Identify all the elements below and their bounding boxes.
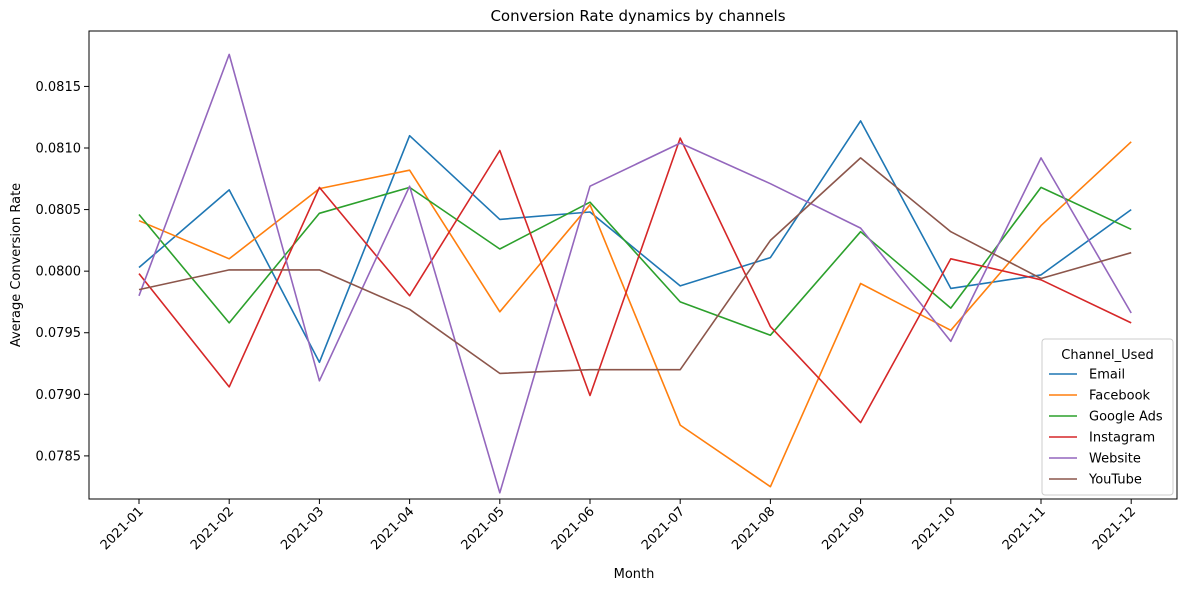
series-line-website <box>138 53 1132 494</box>
x-tick-label: 2021-08 <box>729 504 778 553</box>
x-tick-label: 2021-11 <box>1000 504 1049 553</box>
y-tick-label: 0.0800 <box>36 265 82 280</box>
chart-title: Conversion Rate dynamics by channels <box>490 7 785 25</box>
x-tick-label: 2021-10 <box>910 504 959 553</box>
legend-label: Google Ads <box>1089 410 1163 425</box>
x-tick-label: 2021-07 <box>639 504 688 553</box>
legend: Channel_Used Email Facebook Google Ads Insta… <box>1041 338 1174 496</box>
y-axis-label: Average Conversion Rate <box>9 183 24 347</box>
series-line-youtube <box>138 157 1132 375</box>
series-line-facebook <box>138 141 1132 488</box>
x-tick-label: 2021-12 <box>1090 504 1139 553</box>
legend-frame <box>1041 338 1174 496</box>
x-tick-label: 2021-05 <box>459 504 508 553</box>
legend-label: YouTube <box>1088 473 1142 488</box>
legend-title: Channel_Used <box>1061 348 1153 363</box>
legend-label: Website <box>1089 452 1141 467</box>
series-line-google-ads <box>138 186 1132 337</box>
legend-label: Facebook <box>1089 389 1151 404</box>
y-tick-label: 0.0815 <box>36 80 82 95</box>
plot-area: 0.0785 0.0790 0.0795 0.0800 0.0805 0.0810 0.08… <box>36 30 1178 553</box>
x-tick-label: 2021-06 <box>549 504 598 553</box>
legend-label: Instagram <box>1089 431 1155 446</box>
y-tick-label: 0.0810 <box>36 142 82 157</box>
x-tick-label: 2021-04 <box>368 504 417 553</box>
plot-frame <box>88 30 1178 500</box>
y-tick-label: 0.0790 <box>36 388 82 403</box>
x-tick-label: 2021-01 <box>98 504 147 553</box>
legend-label: Email <box>1089 368 1125 383</box>
x-tick-label: 2021-09 <box>819 504 868 553</box>
series-line-email <box>138 120 1132 364</box>
x-axis-label: Month <box>614 567 655 582</box>
y-tick-label: 0.0805 <box>36 203 82 218</box>
x-tick-label: 2021-02 <box>188 504 237 553</box>
series-line-instagram <box>138 137 1132 424</box>
y-tick-label: 0.0785 <box>36 449 82 464</box>
y-tick-label: 0.0795 <box>36 326 82 341</box>
x-tick-label: 2021-03 <box>278 504 327 553</box>
